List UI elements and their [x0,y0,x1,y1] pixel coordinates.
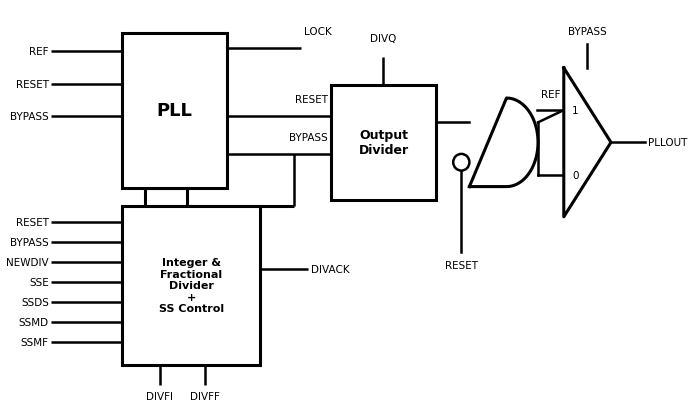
Text: SSE: SSE [29,277,49,287]
Text: SSMF: SSMF [21,337,49,347]
Bar [122,206,260,365]
Text: DIVFI: DIVFI [146,391,173,401]
Text: 0: 0 [572,170,578,180]
Text: DIVQ: DIVQ [370,34,397,44]
Text: Output
Divider: Output Divider [358,129,409,157]
Text: RESET: RESET [444,260,478,271]
Text: BYPASS: BYPASS [10,112,49,122]
Text: BYPASS: BYPASS [10,238,49,248]
Text: PLL: PLL [157,102,193,120]
Text: SSDS: SSDS [21,297,49,307]
Text: BYPASS: BYPASS [289,132,328,142]
Text: RESET: RESET [16,79,49,90]
Polygon shape [564,69,611,217]
Circle shape [453,155,470,171]
Text: REF: REF [541,90,561,100]
Text: NEWDIV: NEWDIV [6,258,49,268]
Polygon shape [470,99,538,187]
Text: RESET: RESET [295,95,328,104]
Text: 1: 1 [572,106,578,116]
Text: RESET: RESET [16,218,49,228]
Text: BYPASS: BYPASS [568,27,607,36]
Bar [331,86,435,200]
Text: DIVFF: DIVFF [190,391,220,401]
Text: REF: REF [29,47,49,57]
Text: LOCK: LOCK [304,27,332,37]
Text: DIVACK: DIVACK [311,265,349,275]
Text: SSMD: SSMD [19,317,49,327]
Text: PLLOUT: PLLOUT [648,138,687,148]
Text: Integer &
Fractional
Divider
+
SS Control: Integer & Fractional Divider + SS Contro… [159,258,224,313]
Bar [122,34,227,188]
